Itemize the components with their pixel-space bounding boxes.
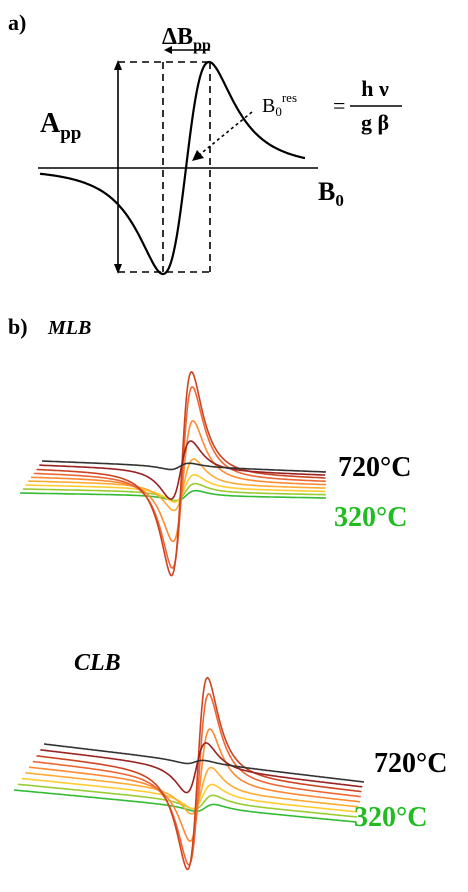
mlb-temp-high: 720°C	[338, 452, 411, 483]
clb-trace-7	[36, 676, 362, 871]
clb-trace-3	[21, 777, 358, 813]
mlb-temp-low: 320°C	[334, 502, 407, 533]
mlb-sample-label: MLB	[47, 317, 91, 339]
panel-b: b) MLB 720°C 320°C CLB 720°C 320°C	[8, 314, 447, 871]
amplitude-arrow-head-top	[114, 60, 122, 70]
clb-trace-4	[25, 766, 359, 815]
resonance-pointer-head	[192, 150, 204, 161]
mlb-trace-8	[39, 440, 326, 500]
mlb-spectra: MLB 720°C 320°C	[20, 317, 411, 577]
formula-equals: =	[333, 93, 345, 118]
formula-numerator: h ν	[361, 76, 389, 101]
clb-spectra: CLB 720°C 320°C	[13, 650, 447, 871]
clb-trace-6	[32, 692, 361, 866]
epr-derivative-curve	[39, 60, 306, 276]
mlb-trace-3	[25, 473, 326, 503]
mlb-trace-1	[20, 489, 326, 502]
delta-b-label: ΔBpp	[162, 24, 211, 54]
clb-trace-9	[43, 743, 365, 783]
amplitude-arrow-head-bottom	[114, 264, 122, 274]
resonance-formula: B0res = h ν g β	[262, 76, 402, 135]
panel-b-label: b)	[8, 314, 28, 339]
mlb-trace-stack	[20, 370, 327, 577]
mlb-trace-9	[41, 460, 327, 473]
clb-sample-label: CLB	[74, 650, 121, 676]
formula-b0-res: B0res	[262, 90, 297, 119]
clb-temp-low: 320°C	[354, 802, 427, 833]
clb-temp-high: 720°C	[374, 748, 447, 779]
clb-trace-stack	[13, 676, 365, 871]
amplitude-label: App	[40, 108, 81, 144]
mlb-trace-4	[28, 458, 326, 512]
mlb-trace-2	[22, 482, 326, 502]
panel-a-label: a)	[8, 10, 26, 35]
formula-denominator: g β	[361, 110, 389, 135]
panel-a: a) ΔBpp App B0 B0res = h ν g β	[8, 10, 402, 276]
mlb-trace-7	[36, 370, 326, 577]
clb-trace-8	[40, 742, 363, 794]
delta-b-arrow-head	[164, 46, 172, 54]
b0-axis-label: B0	[318, 177, 344, 210]
